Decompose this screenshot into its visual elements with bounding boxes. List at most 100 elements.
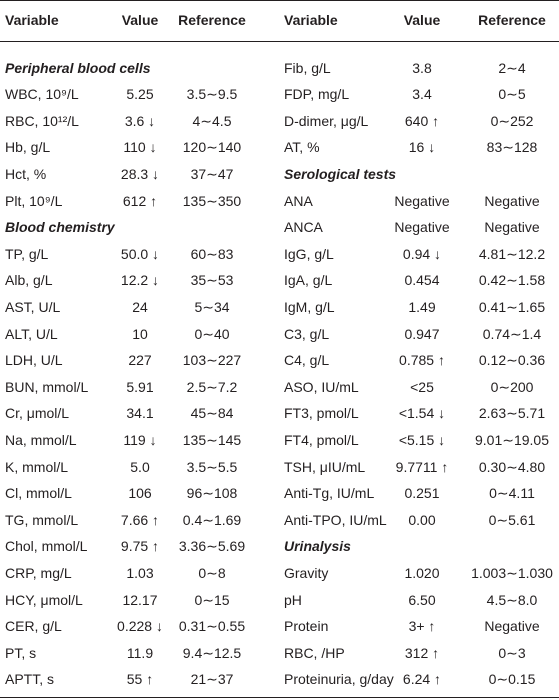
value-cell: 3.4 <box>412 86 432 103</box>
value-cell: 10 <box>132 325 148 342</box>
value-cell: 0.00 <box>408 511 436 528</box>
variable-cell: RBC, 10¹²/L <box>5 112 79 129</box>
value-cell: Negative <box>394 219 450 236</box>
reference-cell: 4.81∼12.2 <box>478 245 546 262</box>
reference-cell: 21∼37 <box>190 671 234 688</box>
reference-cell: Negative <box>484 192 540 209</box>
variable-cell: LDH, U/L <box>5 352 63 369</box>
value-cell: 0.94 ↓ <box>402 245 442 262</box>
reference-cell: 35∼53 <box>190 272 234 289</box>
top-rule <box>0 0 559 1</box>
variable-cell: K, mmol/L <box>5 458 69 475</box>
reference-cell: 0∼3 <box>498 644 526 661</box>
value-cell: 16 ↓ <box>408 139 436 156</box>
value-cell: 3+ ↑ <box>408 618 436 635</box>
value-cell: 110 ↓ <box>123 139 157 156</box>
reference-cell: 0∼15 <box>194 591 230 608</box>
variable-cell: FT3, pmol/L <box>284 405 359 422</box>
variable-cell: D-dimer, μg/L <box>284 112 369 129</box>
value-cell: 24 <box>132 298 148 315</box>
variable-cell: HCY, μmol/L <box>5 591 83 608</box>
reference-cell: 96∼108 <box>186 485 238 502</box>
reference-cell: 0.74∼1.4 <box>482 325 542 342</box>
variable-cell: BUN, mmol/L <box>5 378 89 395</box>
value-cell: 9.7711 ↑ <box>395 458 449 475</box>
value-cell: <25 <box>410 378 434 395</box>
value-cell: 3.6 ↓ <box>124 112 156 129</box>
reference-cell: 0.31∼0.55 <box>178 618 246 635</box>
variable-cell: Anti-Tg, IU/mL <box>284 485 375 502</box>
variable-cell: Alb, g/L <box>5 272 53 289</box>
variable-cell: C4, g/L <box>284 352 330 369</box>
variable-cell: AT, % <box>284 139 320 156</box>
value-cell: 640 ↑ <box>404 112 440 129</box>
header-rule <box>0 41 559 42</box>
value-cell: <1.54 ↓ <box>398 405 446 422</box>
value-cell: 12.17 <box>122 591 158 608</box>
reference-cell: 2.63∼5.71 <box>478 405 546 422</box>
reference-cell: 5∼34 <box>194 298 230 315</box>
reference-cell: 0∼4.11 <box>489 485 535 502</box>
value-cell: 1.49 <box>408 298 436 315</box>
variable-cell: PT, s <box>5 644 37 661</box>
variable-cell: IgM, g/L <box>284 298 335 315</box>
reference-cell: 9.4∼12.5 <box>182 644 242 661</box>
variable-cell: AST, U/L <box>5 298 61 315</box>
reference-cell: 83∼128 <box>486 139 538 156</box>
variable-cell: RBC, /HP <box>284 644 345 661</box>
section-heading: Urinalysis <box>284 538 351 555</box>
variable-cell: Na, mmol/L <box>5 431 77 448</box>
variable-cell: pH <box>284 591 302 608</box>
value-cell: 9.75 ↑ <box>120 538 160 555</box>
reference-cell: 0.4∼1.69 <box>182 511 242 528</box>
section-heading: Blood chemistry <box>5 219 115 236</box>
variable-cell: Anti-TPO, IU/mL <box>284 511 387 528</box>
reference-cell: 4∼4.5 <box>192 112 232 129</box>
value-cell: 6.50 <box>408 591 436 608</box>
variable-cell: C3, g/L <box>284 325 330 342</box>
reference-cell: 3.5∼9.5 <box>186 86 238 103</box>
reference-cell: 0∼252 <box>490 112 534 129</box>
column-header: Value <box>403 12 441 28</box>
variable-cell: Fib, g/L <box>284 59 331 76</box>
reference-cell: 60∼83 <box>190 245 234 262</box>
value-cell: 3.8 <box>412 59 432 76</box>
variable-cell: ANCA <box>284 219 323 236</box>
value-cell: 34.1 <box>126 405 154 422</box>
value-cell: 119 ↓ <box>123 431 157 448</box>
reference-cell: 135∼350 <box>182 192 242 209</box>
reference-cell: 0∼0.15 <box>488 671 536 688</box>
variable-cell: ASO, IU/mL <box>284 378 359 395</box>
reference-cell: 3.36∼5.69 <box>178 538 246 555</box>
value-cell: 106 <box>128 485 152 502</box>
value-cell: 0.947 <box>404 325 440 342</box>
reference-cell: 135∼145 <box>182 431 242 448</box>
reference-cell: 0.41∼1.65 <box>478 298 546 315</box>
column-header: Variable <box>284 12 338 28</box>
column-header: Value <box>121 12 159 28</box>
reference-cell: 1.003∼1.030 <box>471 564 553 581</box>
variable-cell: CRP, mg/L <box>5 564 72 581</box>
reference-cell: 0∼200 <box>490 378 534 395</box>
value-cell: 227 <box>128 352 152 369</box>
variable-cell: ANA <box>284 192 313 209</box>
reference-cell: 9.01∼19.05 <box>474 431 549 448</box>
value-cell: 6.24 ↑ <box>402 671 442 688</box>
reference-cell: 0∼40 <box>194 325 230 342</box>
value-cell: 312 ↑ <box>404 644 440 661</box>
column-header: Reference <box>478 12 546 28</box>
reference-cell: Negative <box>484 219 540 236</box>
reference-cell: 37∼47 <box>190 165 234 182</box>
value-cell: 5.0 <box>130 458 150 475</box>
reference-cell: 120∼140 <box>182 139 242 156</box>
value-cell: 0.251 <box>404 485 440 502</box>
reference-cell: 0.30∼4.80 <box>478 458 546 475</box>
reference-cell: 2∼4 <box>498 59 526 76</box>
reference-cell: 0.12∼0.36 <box>478 352 546 369</box>
variable-cell: CER, g/L <box>5 618 62 635</box>
variable-cell: ALT, U/L <box>5 325 58 342</box>
value-cell: 7.66 ↑ <box>120 511 160 528</box>
variable-cell: Plt, 10⁹/L <box>5 192 63 209</box>
value-cell: <5.15 ↓ <box>398 431 446 448</box>
